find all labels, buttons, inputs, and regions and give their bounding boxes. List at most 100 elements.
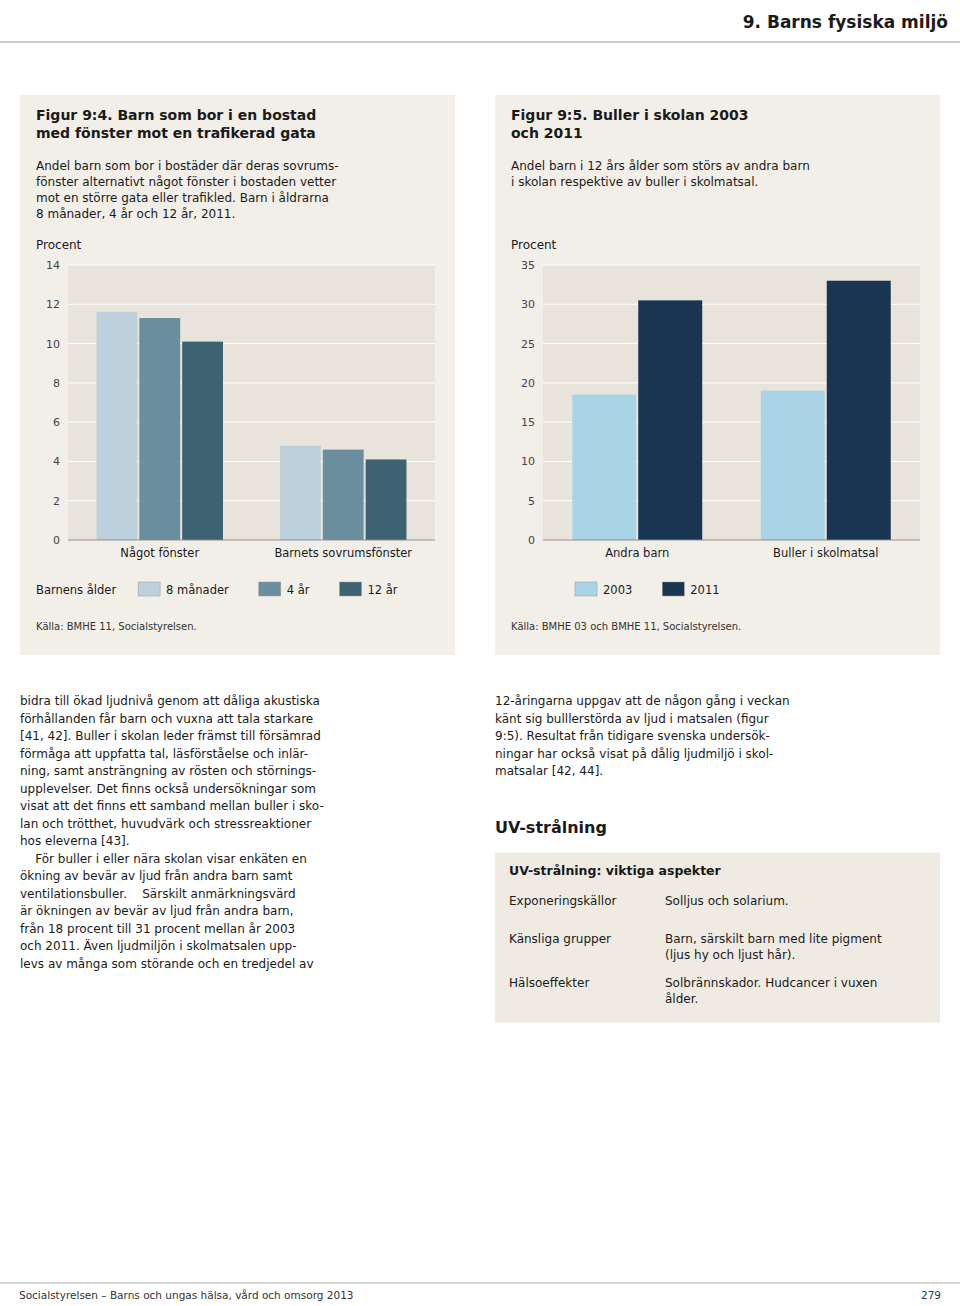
- bar: [323, 450, 364, 540]
- body-text-line: förmåga att uppfatta tal, läsförståelse …: [20, 747, 308, 761]
- y-tick-label: 10: [521, 455, 535, 468]
- legend-label: 2003: [603, 583, 632, 597]
- x-axis-line: [543, 540, 920, 541]
- chart-title: Figur 9:5. Buller i skolan 2003och 2011: [511, 107, 749, 141]
- chart-subtitle: Andel barn som bor i bostäder där deras …: [36, 159, 339, 221]
- x-tick-label: Buller i skolmatsal: [773, 546, 878, 560]
- legend-swatch: [340, 582, 362, 596]
- legend-swatch: [138, 582, 160, 596]
- body-text-line: 12-åringarna uppgav att de någon gång i …: [495, 694, 790, 708]
- x-axis-line: [68, 540, 435, 541]
- body-text-line: visat att det finns ett samband mellan b…: [20, 799, 324, 813]
- info-row-label: Hälsoeffekter: [509, 976, 589, 990]
- body-text-line: ventilationsbuller. Särskilt anmärknings…: [20, 887, 296, 901]
- panel-background: [20, 95, 455, 655]
- info-row-value: Barn, särskilt barn med lite pigment (lju…: [665, 932, 882, 962]
- body-text-line: upplevelser. Det finns också undersöknin…: [20, 782, 316, 796]
- y-tick-label: 0: [53, 534, 60, 547]
- body-text-line: bidra till ökad ljudnivå genom att dålig…: [20, 694, 320, 708]
- page-number: 279: [921, 1289, 941, 1301]
- bar: [761, 391, 825, 540]
- panel-background: [495, 95, 940, 655]
- y-tick-label: 15: [521, 416, 535, 429]
- chart-source: Källa: BMHE 03 och BMHE 11, Socialstyrel…: [511, 621, 741, 632]
- body-text-line: [41, 42]. Buller i skolan leder främst t…: [20, 729, 321, 743]
- y-tick-label: 20: [521, 377, 535, 390]
- grid-line: [543, 540, 920, 541]
- y-tick-label: 10: [46, 338, 60, 351]
- x-tick-label: Något fönster: [120, 546, 199, 560]
- info-box: [495, 853, 940, 1023]
- y-tick-label: 8: [53, 377, 60, 390]
- chart-subtitle-line: fönster alternativt något fönster i bost…: [36, 175, 336, 189]
- bar: [182, 342, 223, 540]
- chart-subtitle-line: i skolan respektive av buller i skolmats…: [511, 175, 758, 189]
- legend-label: 4 år: [287, 583, 310, 597]
- grid-line: [543, 265, 920, 266]
- info-row-value: Solbrännskador. Hudcancer i vuxen ålder.: [665, 976, 877, 1006]
- bar: [280, 446, 321, 540]
- chart-subtitle-line: Andel barn som bor i bostäder där deras …: [36, 159, 339, 173]
- body-text-line: För buller i eller nära skolan visar enk…: [20, 852, 307, 866]
- chart-subtitle-line: mot en större gata eller trafikled. Barn…: [36, 191, 329, 205]
- chart-subtitle-line: 8 månader, 4 år och 12 år, 2011.: [36, 207, 235, 221]
- y-tick-label: 14: [46, 259, 60, 272]
- header-rule: [0, 42, 960, 43]
- legend-label: 8 månader: [166, 583, 229, 597]
- y-tick-label: 2: [53, 495, 60, 508]
- y-tick-label: 35: [521, 259, 535, 272]
- chart-subtitle: Andel barn i 12 års ålder som störs av a…: [511, 159, 810, 189]
- legend-label: 12 år: [368, 583, 398, 597]
- bar: [366, 459, 407, 540]
- info-row-value-line: Solljus och solarium.: [665, 894, 789, 908]
- chart-panel: Figur 9:4. Barn som bor i en bostadmed f…: [20, 95, 455, 655]
- grid-line: [68, 540, 435, 541]
- bar: [572, 395, 636, 540]
- body-text-line: 9:5). Resultat från tidigare svenska und…: [495, 729, 770, 743]
- body-text-line: hos eleverna [43].: [20, 834, 130, 848]
- legend-swatch: [662, 582, 684, 596]
- info-row-value-line: Barn, särskilt barn med lite pigment: [665, 932, 882, 946]
- y-tick-label: 0: [528, 534, 535, 547]
- y-axis-label: Procent: [511, 238, 557, 252]
- body-text-line: ning, samt ansträngning av rösten och st…: [20, 764, 316, 778]
- chart-title-line: Figur 9:4. Barn som bor i en bostad: [36, 107, 316, 123]
- chart-title-line: Figur 9:5. Buller i skolan 2003: [511, 107, 749, 123]
- info-row-value: Solljus och solarium.: [665, 894, 789, 908]
- body-text-line: levs av många som störande och en tredje…: [20, 957, 314, 971]
- plot-background: [68, 265, 435, 540]
- info-row-label: Känsliga grupper: [509, 932, 611, 946]
- info-row-value-line: (ljus hy och ljust hår).: [665, 948, 795, 962]
- body-text-line: förhållanden får barn och vuxna att tala…: [20, 712, 313, 726]
- y-tick-label: 25: [521, 338, 535, 351]
- body-text-line: och 2011. Även ljudmiljön i skolmatsalen…: [20, 938, 297, 953]
- chart-source: Källa: BMHE 11, Socialstyrelsen.: [36, 621, 197, 632]
- page-title: 9. Barns fysiska miljö: [743, 12, 948, 32]
- info-box-title: UV-strålning: viktiga aspekter: [509, 863, 722, 878]
- body-text-line: är ökningen av bevär av ljud från andra …: [20, 904, 294, 918]
- bar: [827, 281, 891, 540]
- y-tick-label: 30: [521, 298, 535, 311]
- legend-title: Barnens ålder: [36, 583, 116, 597]
- bar: [638, 300, 702, 540]
- grid-line: [68, 265, 435, 266]
- footer-rule: [0, 1283, 960, 1284]
- plot-background: [543, 265, 920, 540]
- y-tick-label: 4: [53, 455, 60, 468]
- info-row-value-line: Solbrännskador. Hudcancer i vuxen: [665, 976, 877, 990]
- info-row-value-line: ålder.: [665, 992, 698, 1006]
- y-tick-label: 5: [528, 495, 535, 508]
- section-heading: UV-strålning: [495, 818, 607, 837]
- y-axis-label: Procent: [36, 238, 82, 252]
- legend-swatch: [575, 582, 597, 596]
- bar: [139, 318, 180, 540]
- chart-subtitle-line: Andel barn i 12 års ålder som störs av a…: [511, 159, 810, 173]
- bars: [97, 312, 407, 540]
- body-text-line: matsalar [42, 44].: [495, 764, 603, 778]
- x-tick-label: Andra barn: [605, 546, 669, 560]
- footer-text: Socialstyrelsen – Barns och ungas hälsa,…: [19, 1289, 354, 1301]
- body-text-line: ökning av bevär av ljud från andra barn …: [20, 869, 293, 883]
- page: 9. Barns fysiska miljö Figur 9:4. Barn so…: [0, 0, 960, 1306]
- body-text-line: ningar har också visat på dålig ljudmilj…: [495, 747, 773, 761]
- y-tick-label: 6: [53, 416, 60, 429]
